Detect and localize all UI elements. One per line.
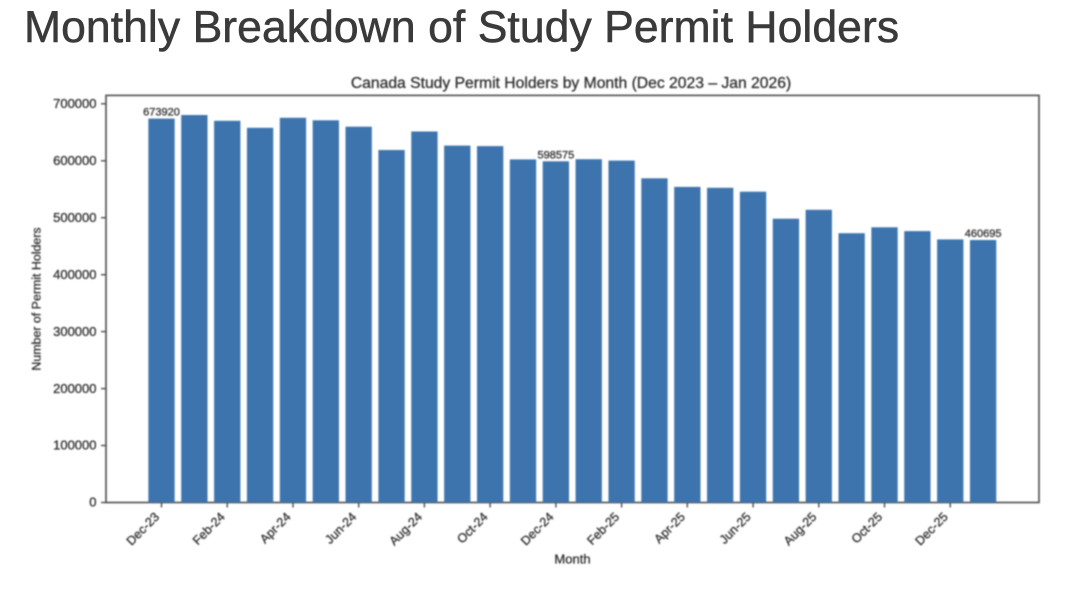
- svg-text:Feb-25: Feb-25: [584, 510, 622, 548]
- svg-text:Apr-24: Apr-24: [257, 510, 293, 546]
- svg-text:Number of Permit Holders: Number of Permit Holders: [30, 227, 44, 370]
- svg-text:400000: 400000: [53, 267, 96, 282]
- svg-text:200000: 200000: [53, 381, 96, 396]
- svg-text:300000: 300000: [53, 324, 96, 339]
- svg-text:Month: Month: [554, 551, 590, 566]
- svg-text:Oct-25: Oct-25: [849, 510, 885, 546]
- svg-text:673920: 673920: [143, 107, 180, 119]
- svg-text:Aug-24: Aug-24: [387, 510, 425, 548]
- svg-text:Canada Study Permit Holders by: Canada Study Permit Holders by Month (De…: [351, 75, 791, 92]
- svg-text:598575: 598575: [538, 149, 575, 161]
- svg-text:460695: 460695: [965, 228, 1002, 240]
- svg-text:700000: 700000: [53, 96, 96, 111]
- svg-text:Apr-25: Apr-25: [651, 510, 687, 546]
- svg-text:Aug-25: Aug-25: [781, 510, 819, 548]
- svg-text:Oct-24: Oct-24: [454, 510, 490, 546]
- svg-text:100000: 100000: [53, 438, 96, 453]
- svg-text:500000: 500000: [53, 210, 96, 225]
- svg-text:600000: 600000: [53, 153, 96, 168]
- svg-text:Jun-25: Jun-25: [717, 510, 754, 547]
- svg-text:Jun-24: Jun-24: [322, 510, 359, 547]
- svg-text:Dec-23: Dec-23: [124, 510, 162, 548]
- svg-text:0: 0: [89, 495, 96, 510]
- svg-text:Dec-25: Dec-25: [912, 510, 950, 548]
- svg-text:Dec-24: Dec-24: [518, 510, 556, 548]
- svg-text:Feb-24: Feb-24: [190, 510, 228, 548]
